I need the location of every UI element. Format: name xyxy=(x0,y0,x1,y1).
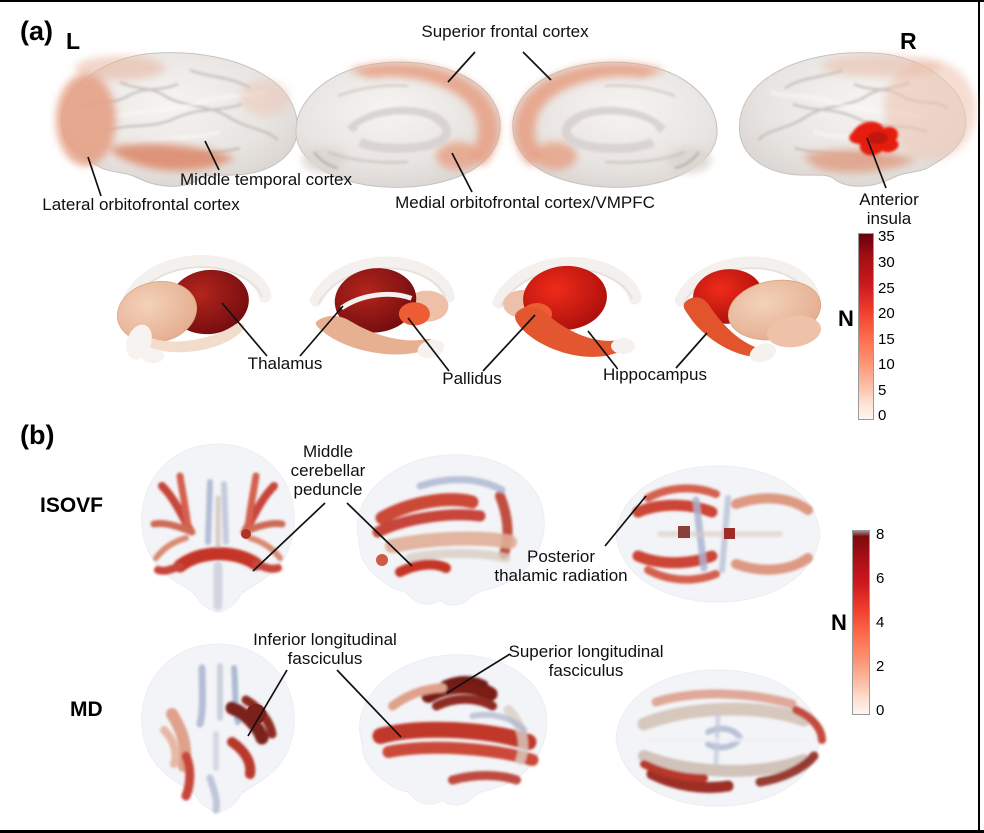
colorbar-panel-a xyxy=(858,233,874,420)
colorbar-a-label: N xyxy=(838,306,854,331)
colorbar-b-tick: 0 xyxy=(876,702,885,719)
brain-lateral-left-view xyxy=(56,52,298,187)
subcortical-group-3 xyxy=(465,240,655,357)
colorbar-a-tick: 20 xyxy=(878,305,895,322)
annotation-lateral-orbitofrontal: Lateral orbitofrontal cortex xyxy=(42,195,240,214)
hemisphere-left-marker: L xyxy=(66,28,81,54)
md-axial-view xyxy=(615,669,826,807)
panel-b-label: (b) xyxy=(20,420,55,450)
isovf-coronal-view xyxy=(141,443,295,613)
row-label-md: MD xyxy=(70,698,103,721)
brain-medial-right-view xyxy=(500,56,730,196)
annotation-middle-temporal: Middle temporal cortex xyxy=(180,170,352,189)
annotation-thalamus: Thalamus xyxy=(247,354,323,373)
colorbar-a-tick: 25 xyxy=(878,280,895,297)
annotation-middle-cerebellar-peduncle: Middle cerebellar peduncle xyxy=(290,442,366,500)
brain-medial-left-view xyxy=(295,61,501,188)
annotation-anterior-insula: Anterior insula xyxy=(859,190,919,229)
subcortical-group-1 xyxy=(116,254,272,363)
row-label-isovf: ISOVF xyxy=(40,494,104,517)
colorbar-b-tick: 4 xyxy=(876,614,885,631)
isovf-axial-view xyxy=(615,465,821,603)
colorbar-b-label: N xyxy=(831,610,847,635)
panel-a-label: (a) xyxy=(20,16,53,46)
colorbar-b-tick: 6 xyxy=(876,570,885,587)
annotation-posterior-thalamic-radiation: Posterior thalamic radiation xyxy=(494,547,628,586)
figure-border-top xyxy=(0,0,984,2)
colorbar-a-tick: 0 xyxy=(878,407,887,424)
colorbar-a-tick: 15 xyxy=(878,331,895,348)
annotation-superior-frontal: Superior frontal cortex xyxy=(421,22,589,41)
subcortical-group-4 xyxy=(648,240,822,363)
annotation-hippocampus: Hippocampus xyxy=(603,365,707,384)
brain-lateral-right-view xyxy=(732,48,976,198)
colorbar-a-tick: 35 xyxy=(878,228,895,245)
hemisphere-right-marker: R xyxy=(900,28,917,54)
colorbar-a-tick: 30 xyxy=(878,254,895,271)
annotation-superior-longitudinal-fasciculus: Superior longitudinal fasciculus xyxy=(508,642,664,681)
colorbar-b-tick: 8 xyxy=(876,526,885,543)
annotation-inferior-longitudinal-fasciculus: Inferior longitudinal fasciculus xyxy=(253,630,397,669)
figure-border-bottom xyxy=(0,830,984,833)
colorbar-panel-b xyxy=(852,530,870,715)
figure-border-right xyxy=(978,0,980,833)
colorbar-a-tick: 10 xyxy=(878,356,895,373)
colorbar-a-tick: 5 xyxy=(878,382,887,399)
annotation-medial-orbitofrontal: Medial orbitofrontal cortex/VMPFC xyxy=(395,193,655,212)
annotation-pallidus: Pallidus xyxy=(442,369,502,388)
colorbar-b-tick: 2 xyxy=(876,658,885,675)
